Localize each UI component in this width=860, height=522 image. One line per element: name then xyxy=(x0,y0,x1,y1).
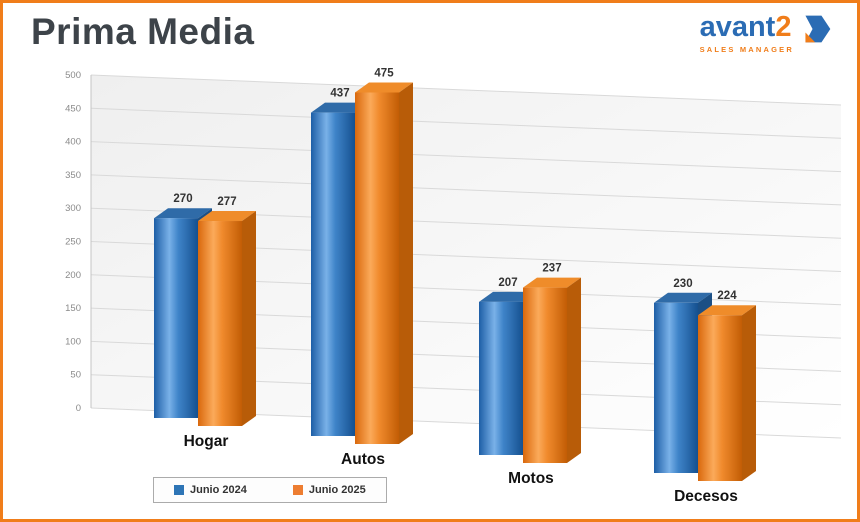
ytick-label: 350 xyxy=(65,170,81,181)
bar xyxy=(311,112,355,436)
bar xyxy=(523,287,567,463)
logo-subtitle: SALES MANAGER xyxy=(699,45,794,54)
ytick-label: 250 xyxy=(65,237,81,248)
bar-top-face xyxy=(198,211,256,222)
value-label: 277 xyxy=(217,196,236,208)
bar xyxy=(154,218,198,418)
value-label: 207 xyxy=(498,277,517,289)
logo-text-block: avant2 SALES MANAGER xyxy=(699,13,794,55)
category-label: Hogar xyxy=(184,433,229,450)
legend-item[interactable]: Junio 2025 xyxy=(292,484,366,496)
category-label: Motos xyxy=(508,470,554,487)
legend-swatch xyxy=(174,485,184,495)
bar-top-face xyxy=(523,277,581,288)
bar-top-face xyxy=(698,305,756,316)
ytick-label: 50 xyxy=(70,370,81,381)
ytick-label: 150 xyxy=(65,303,81,314)
ytick-label: 300 xyxy=(65,203,81,214)
value-label: 230 xyxy=(673,278,692,290)
bar-chart-svg: 0 50 100 150 200 250 300 350 400 450 500 270 277 Hog… xyxy=(65,68,842,506)
ytick-label: 400 xyxy=(65,137,81,148)
legend-label: Junio 2025 xyxy=(308,484,366,496)
bar xyxy=(698,315,742,481)
value-label: 437 xyxy=(330,88,349,100)
ytick-label: 450 xyxy=(65,103,81,114)
value-label: 270 xyxy=(173,193,192,205)
category-label: Decesos xyxy=(674,488,738,505)
gridline xyxy=(90,74,842,106)
bar-side-face xyxy=(742,305,756,481)
value-label: 224 xyxy=(717,290,737,302)
bar-side-face xyxy=(399,82,413,444)
avant2-logo: avant2 SALES MANAGER xyxy=(700,13,833,54)
bar-side-face xyxy=(567,277,581,463)
bar-top-face xyxy=(355,82,413,93)
page-title: Prima Media xyxy=(31,11,255,52)
gridline xyxy=(90,174,842,206)
logo-text-2: 2 xyxy=(775,11,792,43)
legend-item[interactable]: Junio 2024 xyxy=(174,484,247,496)
bar xyxy=(355,92,399,444)
bar xyxy=(654,302,698,473)
legend-label: Junio 2024 xyxy=(190,484,247,496)
logo-text-avant: avant xyxy=(699,11,776,43)
bar-top-face xyxy=(311,102,369,113)
ytick-label: 500 xyxy=(65,70,81,81)
value-label: 237 xyxy=(542,263,561,275)
avant2-logo-icon xyxy=(805,15,831,43)
ytick-label: 0 xyxy=(76,403,81,414)
bar-top-face xyxy=(154,208,212,219)
value-label: 475 xyxy=(374,68,394,80)
ytick-label: 200 xyxy=(65,270,81,281)
bar xyxy=(198,221,242,426)
bar-top-face xyxy=(479,291,537,302)
gridline xyxy=(90,141,842,173)
legend-swatch xyxy=(292,485,303,495)
logo-wordmark: avant2 xyxy=(700,13,794,42)
chart-labels: 270 277 Hogar 437 475 Autos 207 237 Motos 230 224 D… xyxy=(173,68,737,506)
chart-bars xyxy=(154,82,756,481)
bar-top-face xyxy=(654,292,712,303)
category-label: Autos xyxy=(341,451,385,468)
bar-side-face xyxy=(242,211,256,426)
ytick-label: 100 xyxy=(65,336,81,347)
bar xyxy=(479,301,523,455)
chart-legend: Junio 2024 Junio 2025 xyxy=(153,477,387,503)
gridline xyxy=(90,107,842,139)
